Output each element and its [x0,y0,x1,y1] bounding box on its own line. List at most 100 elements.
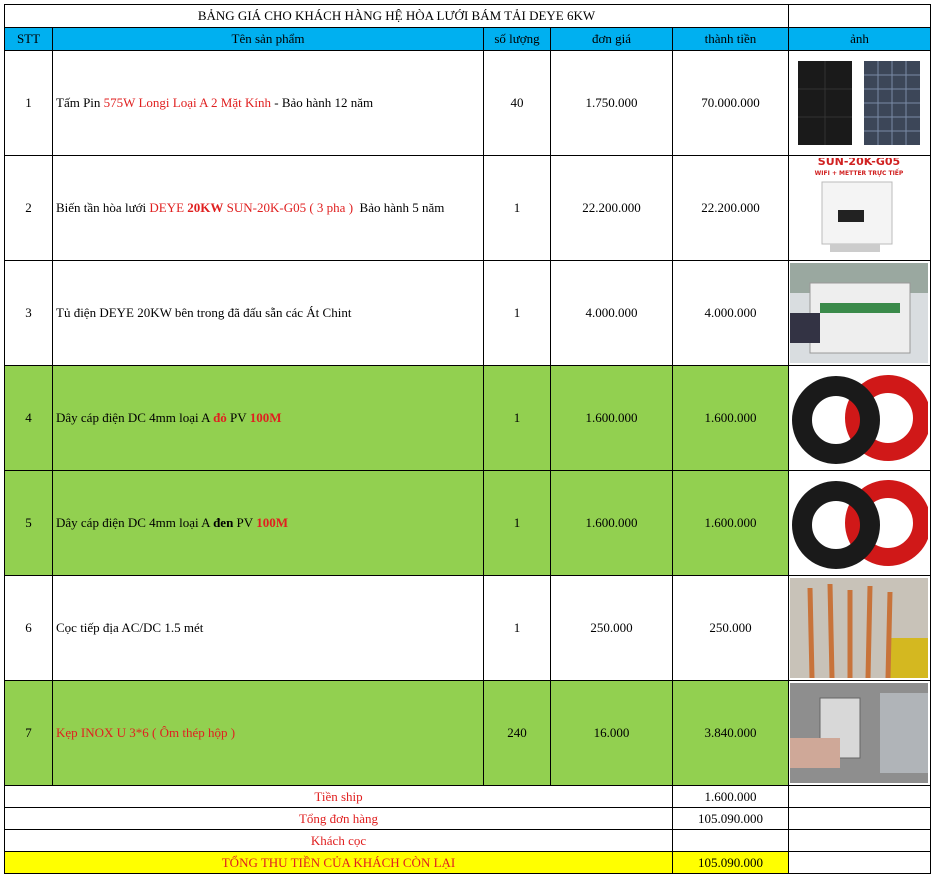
product-row: 3 Tủ điện DEYE 20KW bên trong đã đấu sẵn … [4,260,931,366]
quantity: 1 [483,470,551,576]
product-image [788,50,931,156]
summary-label: Tổng đơn hàng [4,807,673,830]
unit-price: 16.000 [550,680,673,786]
cell [788,829,931,852]
stt: 3 [4,260,53,366]
line-total: 22.200.000 [672,155,789,261]
line-total: 3.840.000 [672,680,789,786]
image-text: SUN-20K-G05 [818,158,900,168]
product-image [788,470,931,576]
cell [788,807,931,830]
image-text: WIFI + METTER TRỰC TIẾP [815,169,904,177]
name-part: SUN-20K-G05 ( 3 pha ) [223,200,354,215]
summary-value [672,829,789,852]
summary-value: 1.600.000 [672,785,789,808]
product-row: 5 Dây cáp điện DC 4mm loại A đen PV 100M 1… [4,470,931,576]
name-part: Biến tần hòa lưới [56,200,150,215]
column-header: Tên sản phẩm [52,27,484,51]
name-part: Dây cáp điện DC 4mm loại A [56,515,214,530]
unit-price: 1.600.000 [550,365,673,471]
stt: 2 [4,155,53,261]
unit-price: 1.750.000 [550,50,673,156]
product-name: Dây cáp điện DC 4mm loại A đen PV 100M [52,470,484,576]
product-name: Biến tần hòa lưới DEYE 20KW SUN-20K-G05 … [52,155,484,261]
column-header: STT [4,27,53,51]
quantity: 1 [483,155,551,261]
summary-row: Tiền ship 1.600.000 [4,785,931,808]
product-image [790,263,928,363]
column-header: thành tiền [672,27,789,51]
line-total: 70.000.000 [672,50,789,156]
product-image [798,61,920,145]
line-total: 250.000 [672,575,789,681]
product-image [790,683,928,783]
stt: 6 [4,575,53,681]
product-row: 2 Biến tần hòa lưới DEYE 20KW SUN-20K-G05… [4,155,931,261]
table-title: BẢNG GIÁ CHO KHÁCH HÀNG HỆ HÒA LƯỚI BÁM … [4,4,789,28]
line-total: 4.000.000 [672,260,789,366]
summary-label: TỔNG THU TIỀN CỦA KHÁCH CÒN LẠI [4,851,673,874]
line-total: 1.600.000 [672,470,789,576]
column-header: ảnh [788,27,931,51]
product-name: Kẹp INOX U 3*6 ( Ôm thép hộp ) [52,680,484,786]
product-image [788,680,931,786]
name-part: 100M [249,410,282,425]
name-part: đen [213,515,234,530]
summary-row: TỔNG THU TIỀN CỦA KHÁCH CÒN LẠI 105.090.0… [4,851,931,874]
summary-row: Khách cọc [4,829,931,852]
product-image [788,575,931,681]
name-part: Cọc tiếp địa AC/DC 1.5 mét [56,620,204,635]
product-image [790,473,928,573]
line-total: 1.600.000 [672,365,789,471]
column-header: đơn giá [550,27,673,51]
name-part: đỏ [213,410,227,425]
name-part: 100M [256,515,288,530]
quantity: 1 [483,575,551,681]
name-part: 575W Longi Loại A 2 Mặt Kính [103,95,271,110]
product-row: 4 Dây cáp điện DC 4mm loại A đỏ PV 100M 1 1… [4,365,931,471]
name-part: Bảo hành 5 năm [353,200,445,215]
cell [788,4,931,28]
price-table: BẢNG GIÁ CHO KHÁCH HÀNG HỆ HÒA LƯỚI BÁM … [4,4,931,874]
summary-label: Khách cọc [4,829,673,852]
quantity: 40 [483,50,551,156]
name-part: Dây cáp điện DC 4mm loại A [56,410,214,425]
name-part: 20KW [187,200,224,215]
product-image [790,368,928,468]
stt: 4 [4,365,53,471]
name-part: DEYE [149,200,188,215]
unit-price: 22.200.000 [550,155,673,261]
quantity: 240 [483,680,551,786]
product-image [788,365,931,471]
cell [788,785,931,808]
quantity: 1 [483,260,551,366]
name-part: Tấm Pin [56,95,104,110]
product-row: 6 Cọc tiếp địa AC/DC 1.5 mét 1 250.000 250.0… [4,575,931,681]
product-image [788,260,931,366]
header-row: STT Tên sản phẩm số lượng đơn giá thành tiền… [4,27,931,51]
product-row: 7 Kẹp INOX U 3*6 ( Ôm thép hộp ) 240 16.000… [4,680,931,786]
unit-price: 1.600.000 [550,470,673,576]
quantity: 1 [483,365,551,471]
stt: 7 [4,680,53,786]
product-name: Dây cáp điện DC 4mm loại A đỏ PV 100M [52,365,484,471]
name-part: PV [233,515,257,530]
cell [788,851,931,874]
name-part: - Bảo hành 12 năm [270,95,374,110]
summary-value: 105.090.000 [672,807,789,830]
name-part: Tủ điện DEYE 20KW bên trong đã đấu sẵn c… [56,305,352,320]
product-row: 1 Tấm Pin 575W Longi Loại A 2 Mặt Kính - … [4,50,931,156]
unit-price: 4.000.000 [550,260,673,366]
unit-price: 250.000 [550,575,673,681]
column-header: số lượng [483,27,551,51]
product-name: Tủ điện DEYE 20KW bên trong đã đấu sẵn c… [52,260,484,366]
product-name: Tấm Pin 575W Longi Loại A 2 Mặt Kính - B… [52,50,484,156]
stt: 1 [4,50,53,156]
product-name: Cọc tiếp địa AC/DC 1.5 mét [52,575,484,681]
name-part: PV [226,410,250,425]
summary-label: Tiền ship [4,785,673,808]
product-image [790,578,928,678]
